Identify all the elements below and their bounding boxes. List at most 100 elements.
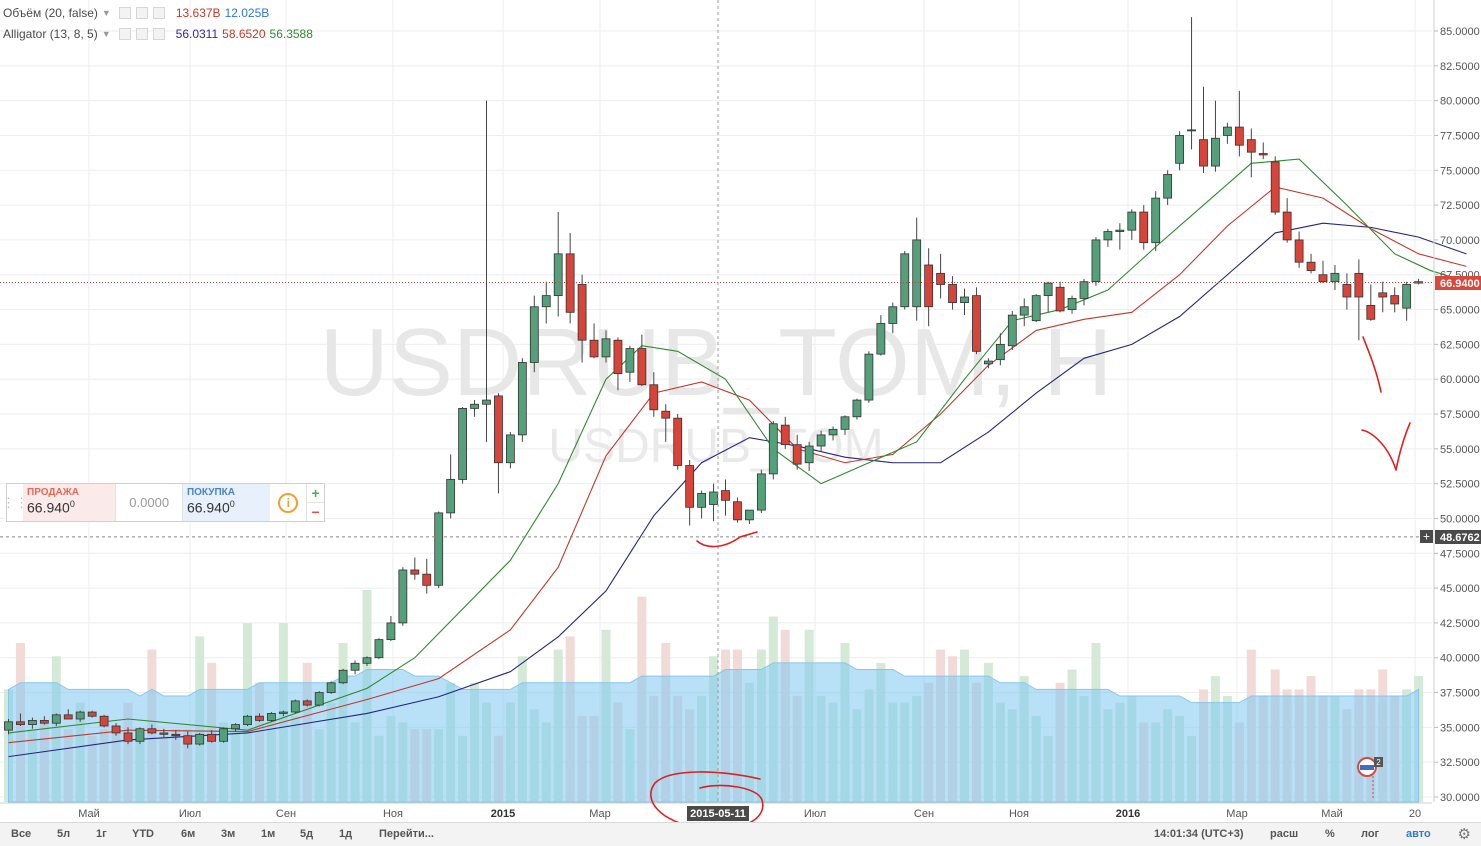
candle-up: [852, 398, 862, 420]
candle-up: [362, 656, 372, 667]
candle-up: [1043, 281, 1053, 313]
crosshair-date-value: 2015-05-11: [690, 808, 746, 820]
candlesticks: [4, 17, 1423, 749]
candle-body: [1139, 211, 1149, 244]
candle-body: [768, 423, 778, 475]
time-tick-label: Ноя: [383, 808, 403, 820]
annotation-arrow-head: [1361, 422, 1411, 471]
spread-value: 0.0000: [115, 484, 183, 521]
time-axis[interactable]: Май Июл Сен Ноя 2015 Мар Июл Сен Ноя 2016 Мар Май 20: [0, 802, 1432, 820]
price-chart[interactable]: USDRUB_TOM, Н USDRUB_TOM 30.000032.50003…: [0, 0, 1481, 822]
sell-label: ПРОДАЖА: [27, 487, 79, 498]
candle-body: [470, 403, 479, 409]
candle-body: [398, 569, 408, 624]
add-alert-icon[interactable]: +: [1423, 530, 1430, 544]
settings-icon[interactable]: [135, 28, 148, 40]
candle-body: [948, 284, 957, 303]
alligator-legend[interactable]: Alligator (13, 8, 5) ▼ 56.0311 58.6520 5…: [3, 27, 313, 41]
drag-handle-icon[interactable]: ⋮⋮: [2, 494, 28, 510]
goto-date-button[interactable]: Перейти...: [379, 828, 434, 840]
close-icon[interactable]: [152, 7, 165, 19]
time-tick-label: Сен: [276, 808, 296, 820]
candle-body: [290, 700, 300, 713]
last-price-label: 66.9400: [1435, 276, 1481, 290]
bottom-toolbar: Все 5л 1г YTD 6м 3м 1м 5д 1д Перейти... …: [0, 822, 1481, 846]
candle-body: [912, 239, 922, 308]
range-1d-button[interactable]: 1д: [339, 828, 353, 840]
candle-up: [1031, 294, 1041, 323]
candle-body: [1330, 272, 1340, 283]
volume-ma-area: [8, 662, 1420, 803]
candle-down: [1258, 142, 1268, 160]
sell-button[interactable]: ПРОДАЖА 66.9400: [23, 484, 116, 521]
range-5d-button[interactable]: 5д: [300, 828, 314, 840]
candle-body: [936, 272, 945, 285]
range-5y-button[interactable]: 5л: [57, 828, 71, 840]
time-tick-label: 2016: [1116, 808, 1140, 820]
watermark-symbol: USDRUB_TOM, Н: [320, 309, 1113, 416]
range-1y-button[interactable]: 1г: [96, 828, 107, 840]
eye-icon[interactable]: [118, 7, 131, 19]
chevron-down-icon[interactable]: ▼: [101, 8, 111, 18]
range-1m-button[interactable]: 1м: [261, 828, 276, 840]
candle-body: [601, 338, 611, 358]
trade-panel: ⋮⋮ ПРОДАЖА 66.9400 0.0000 ПОКУПКА 66.940…: [2, 483, 325, 522]
gear-icon[interactable]: ⚙: [1457, 826, 1471, 843]
svg-text:2: 2: [1376, 758, 1381, 767]
candle-up: [541, 281, 551, 324]
candle-body: [685, 465, 695, 508]
range-6m-button[interactable]: 6м: [181, 828, 196, 840]
price-axis[interactable]: 30.0000 32.5000 35.0000 37.5000 40.0000 42.50…: [1433, 0, 1480, 804]
candle-down: [972, 287, 981, 355]
candle-body: [673, 417, 683, 466]
range-3m-button[interactable]: 3м: [221, 828, 236, 840]
candle-up: [434, 511, 444, 589]
candle-down: [721, 479, 730, 516]
candle-body: [135, 728, 145, 742]
candle-body: [1354, 272, 1364, 298]
decrease-button[interactable]: −: [306, 503, 324, 521]
candle-body: [505, 434, 515, 464]
candle-body: [27, 720, 37, 725]
candle-up: [697, 490, 706, 519]
candle-up: [290, 699, 300, 714]
candle-up: [1402, 281, 1412, 321]
increase-button[interactable]: +: [306, 484, 324, 503]
candle-body: [1115, 229, 1125, 232]
volume-legend[interactable]: Объём (20, false) ▼ 13.637B 12.025B: [3, 6, 269, 20]
close-icon[interactable]: [152, 28, 165, 40]
candle-body: [709, 491, 718, 505]
chevron-down-icon[interactable]: ▼: [101, 29, 111, 39]
candle-body: [589, 339, 599, 358]
candle-body: [231, 724, 240, 730]
extended-hours-button[interactable]: расш: [1270, 828, 1299, 840]
auto-scale-button[interactable]: авто: [1406, 828, 1431, 840]
candle-body: [338, 669, 348, 684]
candle-up: [840, 415, 850, 435]
candle-body: [482, 399, 491, 405]
candle-body: [350, 662, 360, 671]
range-all-button[interactable]: Все: [11, 828, 32, 840]
eye-icon[interactable]: [118, 28, 131, 40]
price-tick-label: 47.5000: [1440, 548, 1480, 560]
candle-down: [111, 723, 121, 736]
log-scale-button[interactable]: лог: [1361, 828, 1380, 840]
time-tick-label: Сен: [914, 808, 934, 820]
range-ytd-button[interactable]: YTD: [132, 828, 154, 840]
candle-up: [709, 483, 718, 522]
candle-up: [326, 681, 336, 694]
event-marker[interactable]: 2: [1357, 757, 1383, 800]
percent-scale-button[interactable]: %: [1325, 828, 1335, 840]
hand-annotations: [650, 336, 1411, 822]
crosshair-date-label: 2015-05-11: [687, 806, 749, 821]
candle-body: [1223, 126, 1232, 136]
candle-up: [1091, 237, 1101, 286]
info-button[interactable]: i: [270, 484, 306, 521]
candle-body: [183, 735, 193, 745]
candle-body: [1402, 284, 1412, 309]
clock-time[interactable]: 14:01:34 (UTC+3): [1154, 828, 1244, 840]
settings-icon[interactable]: [135, 7, 148, 19]
candle-up: [135, 727, 145, 745]
buy-button[interactable]: ПОКУПКА 66.9400: [182, 484, 271, 521]
candle-body: [1199, 139, 1208, 167]
